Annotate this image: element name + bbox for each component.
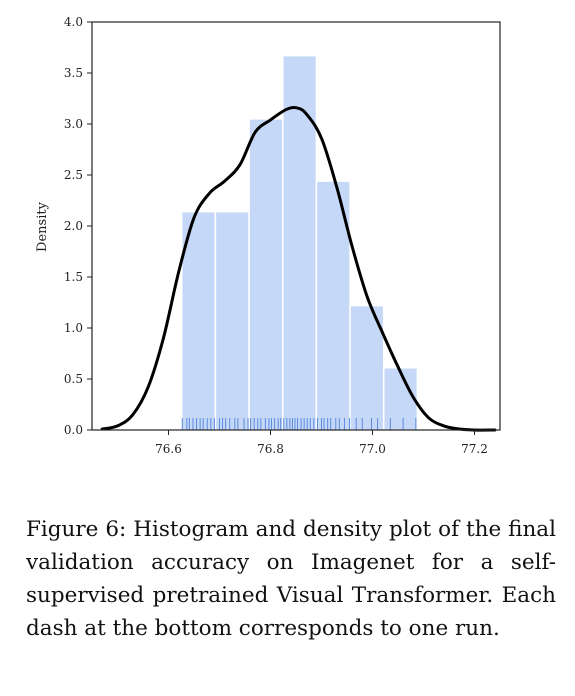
histogram-bars [181,54,419,431]
x-tick-label: 76.6 [155,442,182,456]
histogram-bar [214,210,250,431]
y-tick-label: 1.0 [64,321,83,335]
density-curve [100,105,497,432]
y-axis-label: Density [35,201,50,252]
x-axis-ticks: 76.6 76.8 77.0 77.2 [155,430,488,456]
histogram-bar [181,210,217,431]
x-tick-label: 76.8 [257,442,284,456]
y-tick-label: 3.0 [64,117,83,131]
y-tick-label: 2.0 [64,219,83,233]
figure-caption: Figure 6: Histogram and density plot of … [26,517,556,641]
histogram-bar [248,118,284,431]
rug-marks [181,418,417,430]
histogram-bar [382,367,419,431]
histogram-bar [281,54,318,431]
y-tick-label: 3.5 [64,66,83,80]
y-axis-ticks: 0.0 0.5 1.0 1.5 2.0 2.5 3.0 3.5 4.0 [64,15,92,437]
x-tick-label: 77.0 [359,442,386,456]
y-tick-label: 0.0 [64,423,83,437]
y-tick-label: 1.5 [64,270,83,284]
y-tick-label: 4.0 [64,15,83,29]
y-tick-label: 0.5 [64,372,83,386]
density-histogram-chart: 0.0 0.5 1.0 1.5 2.0 2.5 3.0 3.5 4.0 76.6 76.8 77.0… [35,15,501,456]
x-tick-label: 77.2 [461,442,488,456]
y-tick-label: 2.5 [64,168,83,182]
